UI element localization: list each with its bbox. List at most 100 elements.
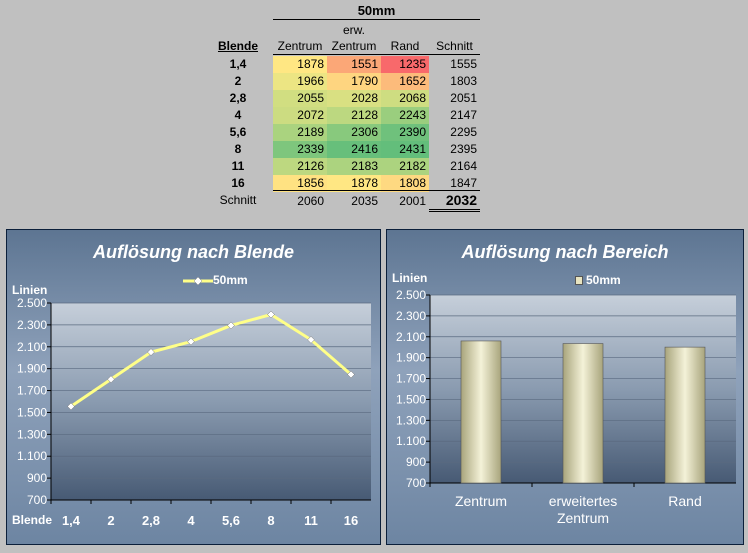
table-cell-zentrum: 2339	[273, 141, 327, 158]
table-cell-zentrum: 1878	[273, 56, 327, 73]
table-cell-schnitt: 2051	[450, 91, 477, 105]
table-cell-schnitt: 2164	[450, 159, 477, 173]
y-tick-label: 1.100	[396, 434, 426, 448]
data-point	[267, 310, 275, 319]
table-cell-rand: 2068	[381, 90, 429, 107]
data-point	[67, 402, 75, 411]
table-cell-schnitt: 2147	[450, 108, 477, 122]
table-cell-schnitt: 1555	[450, 57, 477, 71]
y-tick-label: 700	[406, 476, 426, 490]
y-tick-label: 900	[406, 455, 426, 469]
row-blende-label: 4	[234, 108, 242, 122]
table-cell-rand: 1652	[381, 73, 429, 90]
table-cell-erw-zentrum: 1878	[327, 175, 381, 192]
bar-legend-label: 50mm	[586, 273, 621, 287]
row-blende-label: 16	[231, 176, 245, 190]
y-tick-label: 2.500	[396, 288, 426, 302]
table-cell-rand: 1808	[381, 175, 429, 192]
line-legend-marker-icon	[183, 276, 213, 286]
table-cell-schnitt: 2295	[450, 125, 477, 139]
y-tick-label: 2.100	[396, 330, 426, 344]
x-tick-label: 16	[344, 513, 358, 528]
table-cell-schnitt: 1803	[450, 74, 477, 88]
x-tick-label: Zentrum	[455, 493, 507, 509]
header-erw: erw.	[342, 23, 365, 37]
header-zentrum: Zentrum	[277, 39, 323, 53]
plot-area	[51, 303, 371, 500]
table-cell-erw-zentrum: 2128	[327, 107, 381, 124]
table-cell-erw-zentrum: 2028	[327, 90, 381, 107]
header-rand: Rand	[390, 39, 420, 53]
y-tick-label: 1.700	[396, 372, 426, 386]
x-tick-label: 4	[187, 513, 195, 528]
bar-chart-legend: 50mm	[575, 273, 621, 287]
x-tick-label: 5,6	[222, 513, 240, 528]
x-tick-label: erweitertes Zentrum	[549, 493, 617, 526]
bar-chart-svg: 700 900 1.100 1.300 1.500 1.700 1.900 2.100 2.30…	[396, 288, 736, 526]
table-cell-rand: 1235	[381, 56, 429, 73]
series-line	[70, 312, 352, 408]
table-cell-rand: 2431	[381, 141, 429, 158]
header-rule	[273, 54, 480, 55]
y-tick-label: 1.500	[17, 405, 47, 419]
line-chart-xlabel: Blende	[12, 513, 53, 527]
x-tick-label: 2,8	[142, 513, 160, 528]
y-tick-label: 700	[27, 493, 47, 507]
y-tick-label: 1.300	[17, 427, 47, 441]
footer-value-rand: 2001	[399, 194, 426, 208]
y-tick-label: 2.300	[396, 309, 426, 323]
table-cell-schnitt: 2395	[450, 142, 477, 156]
row-blende-label: 2,8	[229, 91, 247, 105]
x-tick-label: 11	[304, 513, 318, 528]
footer-value-zentrum: 2060	[297, 194, 324, 208]
data-point	[347, 370, 355, 379]
row-blende-label: 11	[231, 159, 245, 173]
y-tick-label: 1.700	[17, 384, 47, 398]
table-cell-erw-zentrum: 2306	[327, 124, 381, 141]
y-tick-label: 2.500	[17, 296, 47, 310]
bar	[562, 343, 604, 484]
line-chart-svg: 700 900 1.100 1.300 1.500 1.700 1.900 2.100 2.30…	[17, 296, 371, 528]
table-cell-rand: 2243	[381, 107, 429, 124]
line-chart-panel: Auflösung nach Blende 50mm Linien 700 900…	[6, 229, 381, 545]
x-tick-label: 1,4	[62, 513, 81, 528]
data-point	[147, 348, 155, 356]
row-blende-label: 5,6	[229, 125, 247, 139]
header-schnitt: Schnitt	[436, 39, 473, 53]
table-cell-zentrum: 2126	[273, 158, 327, 175]
table-cell-erw-zentrum: 2183	[327, 158, 381, 175]
data-point	[227, 321, 235, 330]
footer-value-erw-zentrum: 2035	[351, 194, 378, 208]
table-cell-zentrum: 2072	[273, 107, 327, 124]
y-tick-label: 2.300	[17, 318, 47, 332]
table-cell-zentrum: 2189	[273, 124, 327, 141]
table-cell-zentrum: 2055	[273, 90, 327, 107]
row-blende-label: 1,4	[229, 57, 247, 71]
y-tick-label: 1.100	[17, 449, 47, 463]
bar	[460, 340, 502, 484]
table-cell-schnitt: 1847	[450, 176, 477, 190]
table-cell-erw-zentrum: 1790	[327, 73, 381, 90]
table-title: 50mm	[357, 3, 396, 18]
row-blende-label: 8	[234, 142, 242, 156]
y-tick-label: 1.900	[396, 351, 426, 365]
y-tick-label: 1.900	[17, 362, 47, 376]
header-erw-zentrum: Zentrum	[331, 39, 377, 53]
table-cell-erw-zentrum: 2416	[327, 141, 381, 158]
data-point	[107, 375, 115, 384]
bar-legend-swatch-icon	[575, 276, 583, 286]
footer-label: Schnitt	[219, 193, 257, 207]
table-cell-rand: 2182	[381, 158, 429, 175]
table-cell-zentrum: 1966	[273, 73, 327, 90]
y-tick-label: 1.300	[396, 413, 426, 427]
bar	[664, 346, 706, 484]
bar-chart-panel: Auflösung nach Bereich 50mm Linien 700 90…	[386, 229, 744, 545]
line-legend-label: 50mm	[213, 273, 248, 287]
y-tick-label: 1.500	[396, 392, 426, 406]
row-blende-label: 2	[234, 74, 242, 88]
data-point	[187, 337, 195, 346]
data-point	[307, 335, 315, 344]
line-chart-legend: 50mm	[183, 273, 248, 287]
x-tick-label: Rand	[668, 493, 701, 509]
header-blende: Blende	[217, 39, 258, 53]
